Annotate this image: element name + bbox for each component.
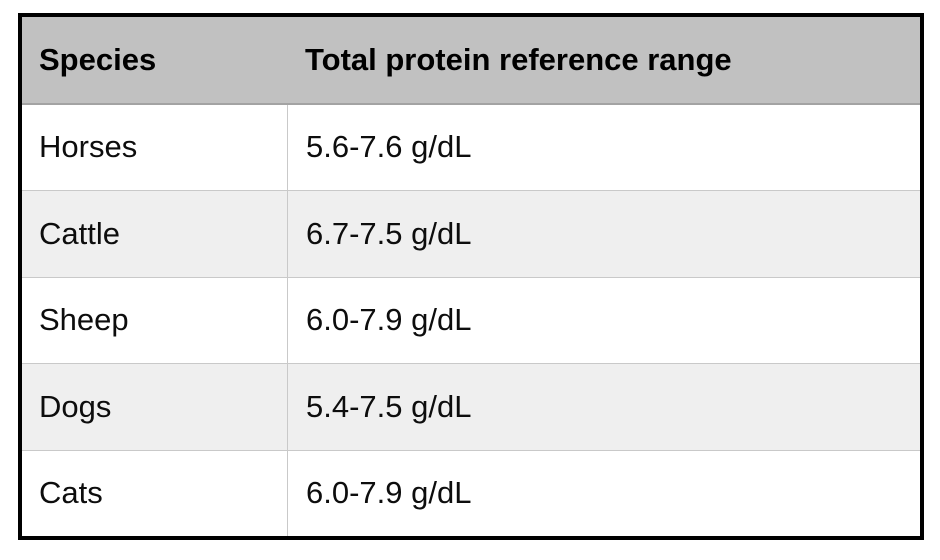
table-row: Dogs 5.4-7.5 g/dL <box>22 363 920 450</box>
header-cell-range: Total protein reference range <box>287 17 920 103</box>
species-cell: Sheep <box>22 278 287 364</box>
table-header-row: Species Total protein reference range <box>22 17 920 103</box>
header-cell-species: Species <box>22 17 287 103</box>
species-value: Cattle <box>39 215 120 251</box>
range-cell: 6.0-7.9 g/dL <box>287 277 920 363</box>
range-value: 6.0-7.9 g/dL <box>306 302 472 338</box>
range-value: 5.6-7.6 g/dL <box>306 129 472 165</box>
species-cell: Cattle <box>22 191 287 277</box>
protein-reference-table: Species Total protein reference range Ho… <box>18 13 924 540</box>
range-value: 6.0-7.9 g/dL <box>306 475 472 511</box>
range-cell: 5.6-7.6 g/dL <box>287 104 920 190</box>
species-value: Cats <box>39 475 103 511</box>
header-range-label: Total protein reference range <box>305 41 732 77</box>
range-value: 6.7-7.5 g/dL <box>306 215 472 251</box>
table-row: Sheep 6.0-7.9 g/dL <box>22 276 920 364</box>
table-row: Horses 5.6-7.6 g/dL <box>22 102 920 191</box>
range-cell: 6.0-7.9 g/dL <box>287 450 920 536</box>
species-value: Sheep <box>39 302 129 338</box>
species-value: Horses <box>39 129 138 165</box>
range-cell: 6.7-7.5 g/dL <box>287 191 920 277</box>
range-cell: 5.4-7.5 g/dL <box>287 364 920 450</box>
range-value: 5.4-7.5 g/dL <box>306 388 472 424</box>
table-row: Cattle 6.7-7.5 g/dL <box>22 190 920 277</box>
header-species-label: Species <box>39 41 157 77</box>
table-row: Cats 6.0-7.9 g/dL <box>22 449 920 537</box>
species-cell: Horses <box>22 105 287 191</box>
species-cell: Dogs <box>22 364 287 450</box>
species-cell: Cats <box>22 451 287 537</box>
species-value: Dogs <box>39 388 112 424</box>
